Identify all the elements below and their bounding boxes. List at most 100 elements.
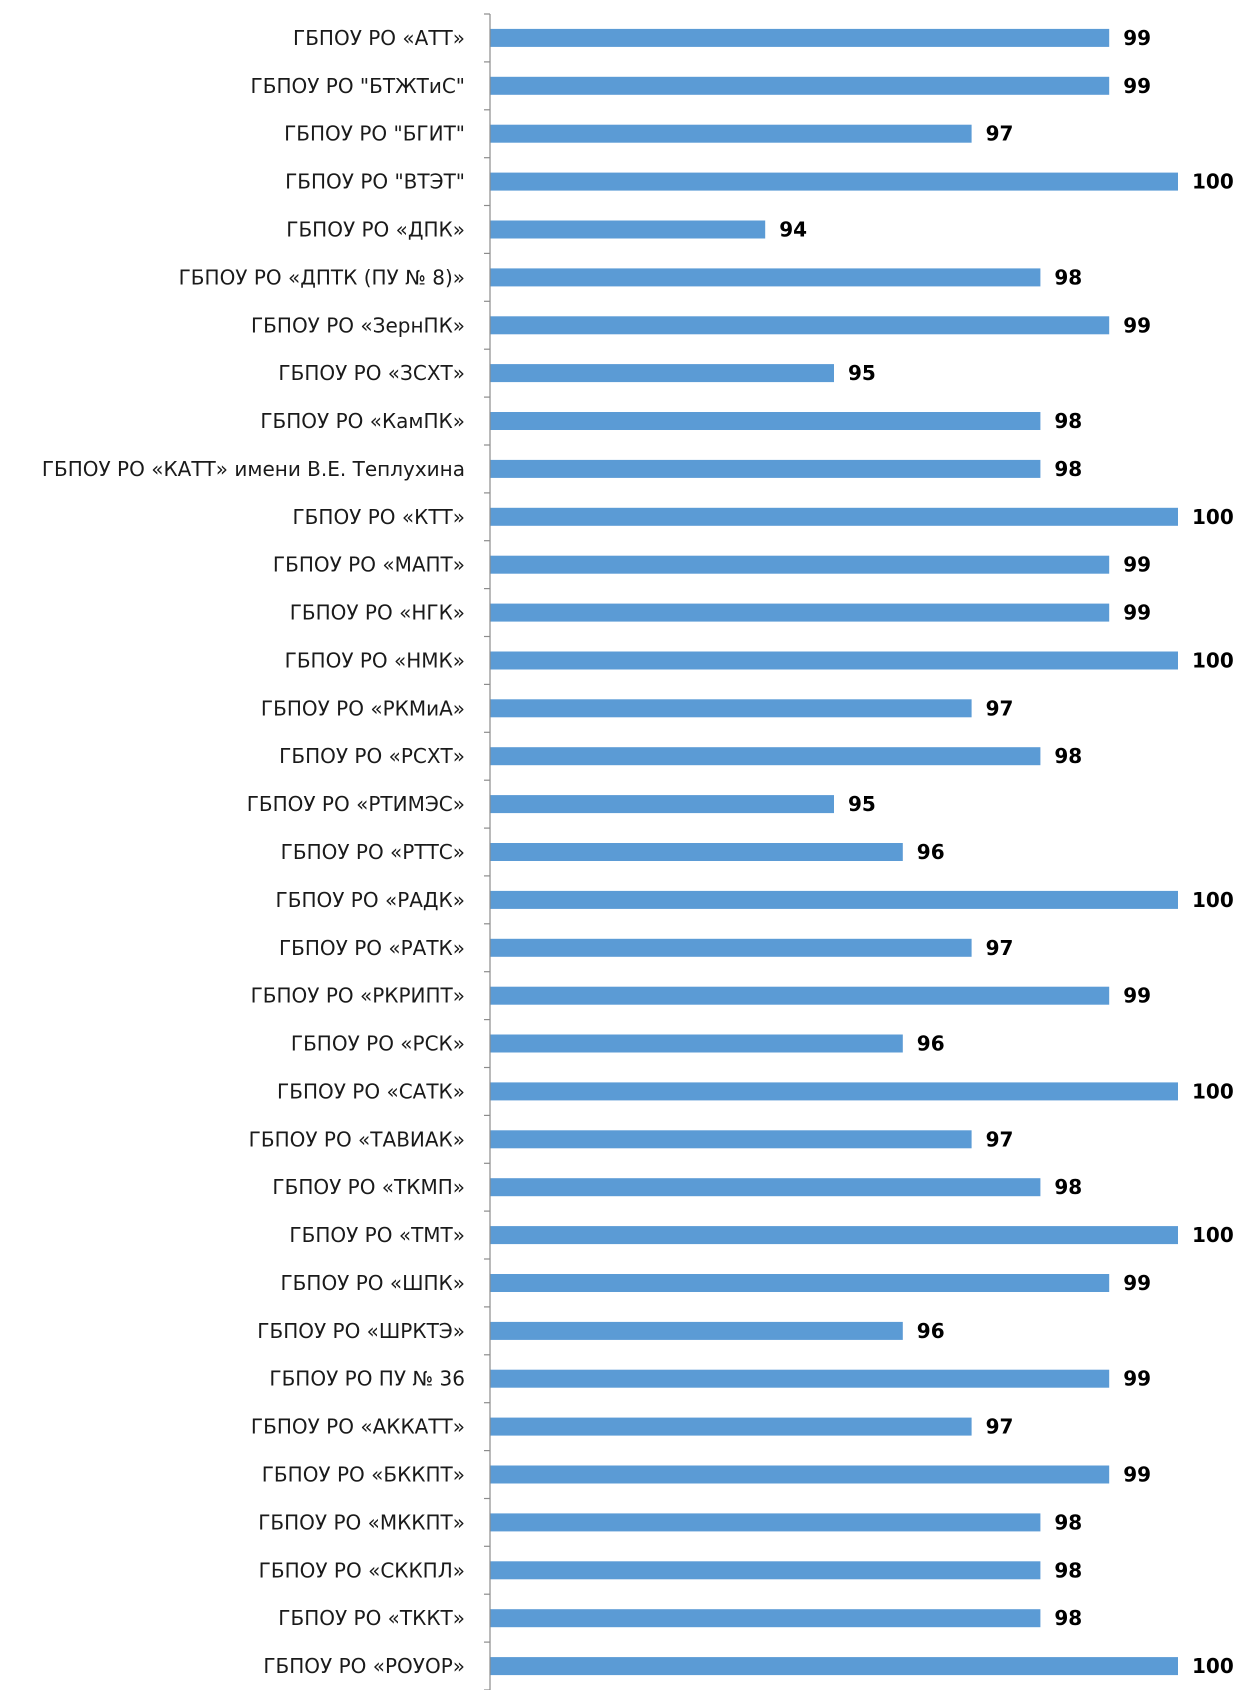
value-label: 99 xyxy=(1123,1367,1151,1391)
category-label: ГБПОУ РО "ВТЭТ" xyxy=(285,170,465,194)
bar xyxy=(490,699,972,718)
category-label: ГБПОУ РО «АТТ» xyxy=(293,26,465,50)
category-label: ГБПОУ РО «ТМТ» xyxy=(289,1223,465,1247)
bar xyxy=(490,795,834,814)
category-label: ГБПОУ РО «ШРКТЭ» xyxy=(257,1319,465,1343)
value-label: 100 xyxy=(1192,1654,1234,1678)
value-label: 97 xyxy=(986,1127,1014,1151)
value-label: 98 xyxy=(1054,1558,1082,1582)
value-label: 99 xyxy=(1123,984,1151,1008)
bar xyxy=(490,1178,1041,1197)
value-label: 100 xyxy=(1192,505,1234,529)
bar xyxy=(490,1561,1041,1580)
category-label: ГБПОУ РО «РКМиА» xyxy=(261,696,465,720)
value-label: 95 xyxy=(848,361,876,385)
bar xyxy=(490,1657,1178,1676)
bar xyxy=(490,1034,903,1053)
value-label: 97 xyxy=(986,1415,1014,1439)
value-label: 96 xyxy=(917,1319,945,1343)
value-label: 98 xyxy=(1054,457,1082,481)
bar xyxy=(490,124,972,143)
category-label: ГБПОУ РО ПУ № 36 xyxy=(269,1367,465,1391)
category-label: ГБПОУ РО «ШПК» xyxy=(280,1271,465,1295)
value-label: 98 xyxy=(1054,744,1082,768)
bar xyxy=(490,651,1178,670)
value-label: 99 xyxy=(1123,1271,1151,1295)
category-label: ГБПОУ РО «МККПТ» xyxy=(258,1510,465,1534)
bar xyxy=(490,1274,1110,1292)
value-label: 98 xyxy=(1054,1510,1082,1534)
bar xyxy=(490,220,766,239)
category-label: ГБПОУ РО «ТАВИАК» xyxy=(249,1127,465,1151)
category-label: ГБПОУ РО «РТИМЭС» xyxy=(247,792,465,816)
bar xyxy=(490,1226,1178,1245)
bar xyxy=(490,1130,972,1149)
value-label: 95 xyxy=(848,792,876,816)
bar xyxy=(490,938,972,957)
category-label: ГБПОУ РО «МАПТ» xyxy=(273,553,465,577)
bars-layer xyxy=(490,28,1178,1676)
category-label: ГБПОУ РО «РАДК» xyxy=(276,888,465,912)
value-label: 100 xyxy=(1192,1223,1234,1247)
bar xyxy=(490,843,903,861)
category-label: ГБПОУ РО «ЗернПК» xyxy=(251,313,465,337)
value-label: 100 xyxy=(1192,1079,1234,1103)
value-labels-layer: 99 99 97 100 94 98 99 95 98 98 100 99 99 100 97 98 95 96 1… xyxy=(779,26,1234,1678)
category-label: ГБПОУ РО «РТТС» xyxy=(281,840,465,864)
category-label: ГБПОУ РО «КТТ» xyxy=(292,505,465,529)
value-label: 99 xyxy=(1123,1463,1151,1487)
category-label: ГБПОУ РО «КАТТ» имени В.Е. Теплухина xyxy=(42,457,465,481)
value-label: 99 xyxy=(1123,553,1151,577)
bar xyxy=(490,603,1110,622)
bar xyxy=(490,412,1041,430)
category-labels-layer: ГБПОУ РО «АТТ» ГБПОУ РО "БТЖТиС" ГБПОУ РО … xyxy=(42,26,465,1678)
value-label: 100 xyxy=(1192,170,1234,194)
bar xyxy=(490,28,1110,47)
value-label: 98 xyxy=(1054,1175,1082,1199)
value-label: 99 xyxy=(1123,601,1151,625)
category-label: ГБПОУ РО «ТКМП» xyxy=(272,1175,465,1199)
bar xyxy=(490,1609,1041,1628)
value-label: 99 xyxy=(1123,26,1151,50)
category-label: ГБПОУ РО «НМК» xyxy=(285,649,465,673)
category-label: ГБПОУ РО «ЗСХТ» xyxy=(278,361,465,385)
category-label: ГБПОУ РО «РКРИПТ» xyxy=(251,984,465,1008)
bar xyxy=(490,76,1110,95)
bar xyxy=(490,1465,1110,1484)
bar xyxy=(490,1369,1110,1388)
bar xyxy=(490,1321,903,1340)
value-label: 99 xyxy=(1123,313,1151,337)
category-label: ГБПОУ РО «ТККТ» xyxy=(278,1606,465,1630)
category-label: ГБПОУ РО «РАТК» xyxy=(279,936,465,960)
category-label: ГБПОУ РО «ДПТК (ПУ № 8)» xyxy=(179,265,465,289)
value-label: 100 xyxy=(1192,888,1234,912)
bar xyxy=(490,507,1178,526)
value-label: 97 xyxy=(986,122,1014,146)
category-label: ГБПОУ РО «РСК» xyxy=(291,1032,465,1056)
value-label: 96 xyxy=(917,1032,945,1056)
bar xyxy=(490,890,1178,909)
category-axis xyxy=(484,13,491,1690)
value-label: 100 xyxy=(1192,649,1234,673)
bar xyxy=(490,459,1041,478)
bar xyxy=(490,986,1110,1005)
category-label: ГБПОУ РО «ДПК» xyxy=(286,218,465,242)
bar xyxy=(490,364,834,383)
value-label: 94 xyxy=(779,218,807,242)
bar xyxy=(490,1513,1041,1532)
category-label: ГБПОУ РО «РОУОР» xyxy=(263,1654,465,1678)
bar xyxy=(490,316,1110,335)
category-label: ГБПОУ РО «САТК» xyxy=(277,1079,465,1103)
category-label: ГБПОУ РО "БТЖТиС" xyxy=(251,74,465,98)
value-label: 99 xyxy=(1123,74,1151,98)
value-label: 98 xyxy=(1054,409,1082,433)
bar xyxy=(490,1082,1178,1101)
category-label: ГБПОУ РО «КамПК» xyxy=(260,409,465,433)
category-label: ГБПОУ РО «АККАТТ» xyxy=(251,1415,465,1439)
category-label: ГБПОУ РО «НГК» xyxy=(290,601,465,625)
bar xyxy=(490,1417,972,1436)
value-label: 98 xyxy=(1054,265,1082,289)
value-label: 98 xyxy=(1054,1606,1082,1630)
bar xyxy=(490,747,1041,766)
